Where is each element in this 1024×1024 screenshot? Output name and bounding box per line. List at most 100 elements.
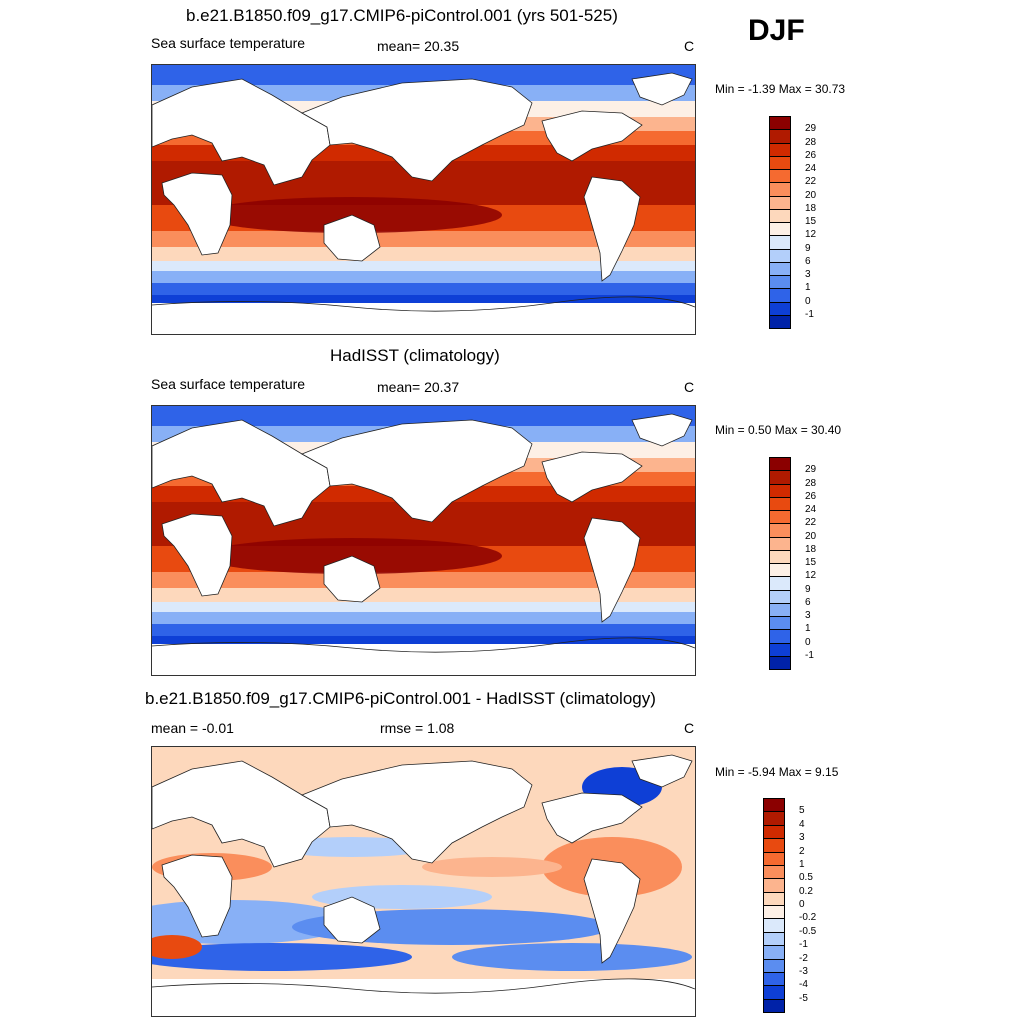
colorbar-box: [769, 496, 791, 511]
colorbar-tick-label: 22: [805, 517, 817, 529]
colorbar-box: [763, 985, 785, 1000]
sst-map: [151, 64, 696, 335]
panel-units-label: C: [684, 38, 695, 54]
colorbar-tick-label: -1: [799, 939, 808, 951]
colorbar: 29 28 26 24 22 20 18 15 12 9 6 3 1 0 -1: [769, 116, 829, 329]
colorbar-tick-label: -3: [799, 965, 808, 977]
panel-variable-label: Sea surface temperature: [151, 35, 306, 51]
colorbar-tick-label: 22: [805, 176, 817, 188]
colorbar-tick-label: 26: [805, 149, 817, 161]
colorbar-box: [763, 971, 785, 987]
colorbar-tick-label: 28: [805, 136, 817, 148]
colorbar-box: [769, 129, 791, 144]
colorbar-tick-label: -2: [799, 952, 808, 964]
colorbar-box: [763, 824, 785, 840]
colorbar-tick-label: 12: [805, 229, 817, 241]
panel-mean-label: mean= 20.35: [377, 38, 460, 54]
colorbar-tick-label: 15: [805, 216, 817, 227]
colorbar-box: [769, 602, 791, 617]
colorbar-box: [769, 589, 791, 604]
colorbar-box: [763, 998, 785, 1013]
colorbar-box: [763, 878, 785, 893]
colorbar-tick-label: 6: [805, 596, 811, 608]
panel-mean-label: mean= 20.37: [377, 379, 460, 395]
colorbar-box: [769, 523, 791, 538]
panel-units-label: C: [684, 379, 695, 395]
colorbar-tick-label: 15: [805, 557, 817, 568]
colorbar-box: [769, 616, 791, 631]
colorbar-box: [769, 195, 791, 210]
colorbar-tick-label: 4: [799, 818, 805, 830]
minmax-label: Min = -5.94 Max = 9.15: [715, 765, 839, 779]
panel-title: HadISST (climatology): [330, 346, 500, 365]
colorbar-tick-label: 28: [805, 477, 817, 489]
colorbar-box: [769, 222, 791, 237]
colorbar-box: [769, 301, 791, 316]
colorbar-box: [769, 655, 791, 670]
colorbar-box: [763, 905, 785, 920]
colorbar-box: [769, 470, 791, 485]
colorbar-box: [763, 838, 785, 853]
panel-rmse-label: rmse = 1.08: [380, 720, 455, 736]
colorbar-box: [763, 851, 785, 866]
colorbar-box: [769, 642, 791, 657]
colorbar-tick-label: 1: [805, 623, 811, 635]
colorbar: 5 4 3 2 1 0.5 0.2 0 -0.2 -0.5 -1 -2 -3 -4 -5: [763, 798, 823, 1013]
colorbar-tick-label: -5: [799, 992, 808, 1004]
colorbar-box: [769, 576, 791, 591]
colorbar-tick-label: 9: [805, 242, 811, 254]
colorbar-box: [769, 208, 791, 223]
colorbar-tick-label: 29: [805, 123, 817, 135]
colorbar-tick-label: -4: [799, 979, 808, 991]
colorbar-tick-label: 24: [805, 504, 817, 515]
colorbar-tick-label: 3: [805, 269, 811, 280]
colorbar-tick-label: 0.5: [799, 872, 813, 884]
colorbar-box: [769, 275, 791, 290]
colorbar-tick-label: 1: [805, 282, 811, 294]
minmax-label: Min = 0.50 Max = 30.40: [715, 423, 842, 437]
colorbar-box: [769, 155, 791, 170]
colorbar-box: [769, 563, 791, 578]
colorbar-tick-label: 24: [805, 163, 817, 174]
panel-title: b.e21.B1850.f09_g17.CMIP6-piControl.001 …: [186, 6, 618, 25]
colorbar-box: [763, 931, 785, 947]
colorbar-box: [763, 891, 785, 906]
colorbar-box: [769, 248, 791, 263]
panel-mean-label: mean = -0.01: [151, 720, 234, 736]
colorbar-tick-label: 29: [805, 464, 817, 476]
colorbar-tick-label: -0.5: [799, 925, 817, 937]
colorbar-tick-label: 20: [805, 530, 817, 542]
colorbar-box: [763, 958, 785, 973]
colorbar-box: [769, 261, 791, 276]
panel-title: b.e21.B1850.f09_g17.CMIP6-piControl.001 …: [145, 689, 656, 708]
colorbar-box: [763, 864, 785, 880]
colorbar-tick-label: 0.2: [799, 885, 813, 897]
colorbar-box: [769, 169, 791, 184]
map-canvas: [152, 65, 695, 334]
colorbar-box: [769, 288, 791, 303]
sst-map: [151, 405, 696, 676]
colorbar-tick-label: 6: [805, 255, 811, 267]
colorbar-tick-label: -0.2: [799, 912, 817, 924]
colorbar-tick-label: 20: [805, 189, 817, 201]
colorbar-tick-label: 3: [805, 610, 811, 621]
colorbar-tick-label: 12: [805, 570, 817, 582]
colorbar-box: [769, 510, 791, 525]
map-canvas: [152, 406, 695, 675]
colorbar-box: [763, 798, 785, 813]
map-canvas: [152, 747, 695, 1016]
colorbar-box: [763, 918, 785, 933]
colorbar-tick-label: -1: [805, 308, 814, 320]
colorbar-box: [769, 536, 791, 551]
colorbar-tick-label: 3: [799, 832, 805, 844]
colorbar-tick-label: 18: [805, 543, 817, 555]
colorbar-box: [763, 945, 785, 960]
minmax-label: Min = -1.39 Max = 30.73: [715, 82, 846, 96]
colorbar-box: [769, 116, 791, 131]
colorbar-box: [769, 142, 791, 157]
colorbar-tick-label: 0: [805, 636, 811, 648]
colorbar-tick-label: 1: [799, 858, 805, 870]
colorbar-tick-label: 26: [805, 490, 817, 502]
difference-map: [151, 746, 696, 1017]
colorbar-box: [763, 811, 785, 826]
